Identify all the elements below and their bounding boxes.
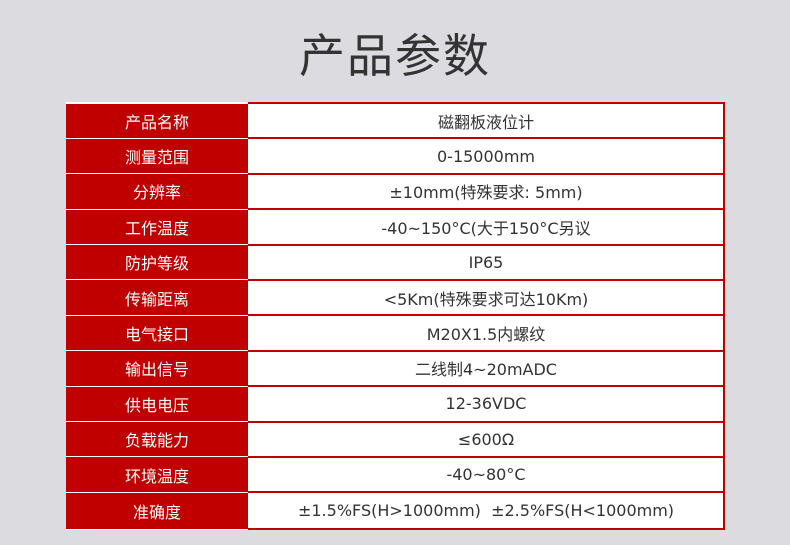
spec-value: ≤600Ω [248, 420, 725, 458]
spec-value: ±10mm(特殊要求: 5mm) [248, 172, 725, 211]
table-row: 负载能力 ≤600Ω [66, 420, 725, 458]
table-row: 供电电压 12-36VDC [66, 385, 725, 423]
spec-label: 产品名称 [66, 102, 249, 139]
spec-label: 电气接口 [66, 314, 249, 352]
table-row: 测量范围 0-15000mm [66, 137, 725, 175]
spec-value: IP65 [248, 243, 725, 281]
spec-value: 磁翻板液位计 [248, 101, 725, 140]
spec-value: 12-36VDC [248, 385, 725, 423]
spec-label: 工作温度 [66, 208, 249, 246]
table-row: 准确度 ±1.5%FS(H>1000mm) ±2.5%FS(H<1000mm) [66, 491, 725, 531]
table-row: 电气接口 M20X1.5内螺纹 [66, 314, 725, 352]
table-row: 输出信号 二线制4~20mADC [66, 349, 725, 388]
spec-value: -40~150°C(大于150°C另议 [248, 208, 725, 246]
spec-label: 环境温度 [66, 456, 249, 493]
spec-label: 负载能力 [66, 421, 249, 458]
spec-label: 准确度 [66, 491, 249, 530]
table-row: 分辨率 ±10mm(特殊要求: 5mm) [66, 172, 725, 211]
spec-label: 传输距离 [66, 279, 249, 316]
spec-value: 二线制4~20mADC [248, 349, 725, 388]
spec-value: -40~80°C [248, 455, 725, 494]
spec-table: 产品名称 磁翻板液位计 测量范围 0-15000mm 分辨率 ±10mm(特殊要求: 5m… [66, 101, 725, 531]
table-row: 环境温度 -40~80°C [66, 455, 725, 494]
spec-label: 供电电压 [66, 385, 249, 423]
spec-value: ±1.5%FS(H>1000mm) ±2.5%FS(H<1000mm) [248, 491, 725, 531]
spec-label: 测量范围 [66, 137, 249, 175]
spec-label: 防护等级 [66, 244, 249, 281]
page-title: 产品参数 [299, 29, 491, 83]
table-row: 传输距离 <5Km(特殊要求可达10Km) [66, 278, 725, 317]
spec-label: 分辨率 [66, 173, 249, 210]
table-row: 工作温度 -40~150°C(大于150°C另议 [66, 208, 725, 246]
spec-value: <5Km(特殊要求可达10Km) [248, 278, 725, 317]
table-row: 产品名称 磁翻板液位计 [66, 101, 725, 140]
table-row: 防护等级 IP65 [66, 243, 725, 281]
spec-value: M20X1.5内螺纹 [248, 314, 725, 352]
spec-label: 输出信号 [66, 350, 249, 387]
spec-value: 0-15000mm [248, 137, 725, 175]
